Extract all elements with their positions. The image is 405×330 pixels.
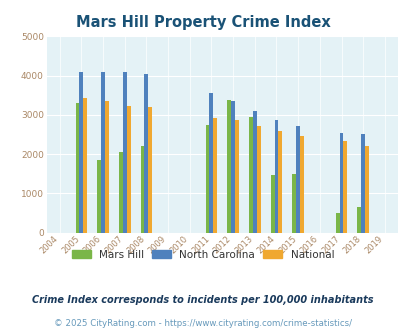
Bar (122, 72, 126, 233)
Bar (299, 136, 303, 233)
Bar (209, 93, 213, 233)
Legend: Mars Hill, North Carolina, National: Mars Hill, North Carolina, National (68, 246, 337, 264)
Bar (274, 120, 278, 233)
Bar (256, 126, 260, 233)
Bar (97, 160, 101, 233)
Bar (248, 117, 252, 233)
Bar (105, 101, 109, 233)
Bar (144, 74, 148, 233)
Bar (119, 152, 122, 233)
Bar (79, 72, 83, 233)
Bar (292, 174, 296, 233)
Bar (270, 175, 274, 233)
Bar (83, 98, 87, 233)
Bar (101, 72, 105, 233)
Bar (360, 134, 364, 233)
Bar (364, 146, 368, 233)
Bar (230, 101, 234, 233)
Bar (335, 214, 339, 233)
Text: Mars Hill Property Crime Index: Mars Hill Property Crime Index (75, 15, 330, 30)
Bar (213, 117, 217, 233)
Bar (339, 133, 343, 233)
Bar (234, 120, 239, 233)
Bar (343, 141, 347, 233)
Text: Crime Index corresponds to incidents per 100,000 inhabitants: Crime Index corresponds to incidents per… (32, 295, 373, 305)
Bar (278, 131, 281, 233)
Bar (75, 103, 79, 233)
Bar (140, 146, 144, 233)
Bar (205, 125, 209, 233)
Bar (356, 207, 360, 233)
Bar (126, 106, 130, 233)
Bar (148, 107, 152, 233)
Text: © 2025 CityRating.com - https://www.cityrating.com/crime-statistics/: © 2025 CityRating.com - https://www.city… (54, 319, 351, 328)
Bar (296, 126, 299, 233)
Bar (252, 111, 256, 233)
Bar (227, 100, 230, 233)
